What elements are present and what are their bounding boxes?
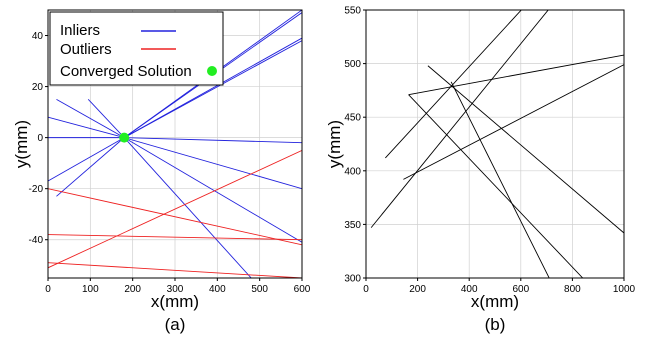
y-tick-label-b: 300: [344, 274, 361, 285]
y-tick-label-a: -40: [29, 235, 44, 246]
caption-b: (b): [485, 315, 506, 334]
x-tick-label-b: 1000: [613, 284, 636, 295]
panel-b: 0 200 400 600 800 1000 300 350 400 450 500 550 x(mm…: [325, 6, 636, 335]
data-line-outliers-a: [48, 188, 302, 246]
data-line-outliers-a: [48, 234, 302, 241]
x-tick-label-a: 200: [124, 284, 141, 295]
x-axis-label-a: x(mm): [151, 292, 199, 311]
y-axis-label-a: y(mm): [12, 120, 31, 168]
y-tick-label-a: 40: [32, 31, 44, 42]
grid-b: [365, 9, 625, 279]
x-tick-label-b: 600: [512, 284, 529, 295]
y-tick-label-b: 500: [344, 59, 361, 70]
plot-frame-b: [365, 9, 625, 279]
data-line-inliers-a: [123, 40, 302, 139]
y-tick-label-a: 20: [32, 82, 44, 93]
data-line-inliers-a: [48, 137, 125, 182]
y-tick-label-b: 350: [344, 220, 361, 231]
data-line-line-b: [370, 10, 549, 228]
ticks-a: 0 100 200 300 400 500 600 -40 -20 0 20 40: [29, 31, 311, 295]
data-line-inliers-a: [56, 98, 125, 139]
data-line-line-b: [427, 65, 624, 234]
x-tick-label-a: 500: [251, 284, 268, 295]
data-line-inliers-a: [123, 137, 252, 278]
y-tick-label-a: -20: [29, 184, 44, 195]
x-tick-label-b: 0: [363, 284, 369, 295]
y-tick-label-b: 550: [344, 6, 361, 17]
data-line-inliers-a: [48, 116, 125, 139]
data-line-outliers-a: [48, 149, 302, 269]
y-axis-label-b: y(mm): [325, 120, 344, 168]
legend-label-outliers: Outliers: [60, 41, 112, 58]
x-tick-label-b: 800: [564, 284, 581, 295]
y-tick-label-b: 400: [344, 166, 361, 177]
data-line-line-b: [385, 10, 522, 159]
data-line-inliers-a: [56, 137, 125, 197]
legend-label-converged-solution: Converged Solution: [60, 63, 192, 80]
caption-a: (a): [165, 315, 186, 334]
x-tick-label-a: 300: [167, 284, 184, 295]
data-line-line-b: [408, 94, 584, 278]
data-line-line-b: [408, 54, 624, 96]
legend-dot-converged-solution: [207, 66, 217, 76]
x-tick-label-a: 400: [209, 284, 226, 295]
ticks-b: 0 200 400 600 800 1000 300 350 400 450 500 550: [344, 6, 635, 296]
x-tick-label-a: 600: [294, 284, 311, 295]
legend-label-inliers: Inliers: [60, 22, 100, 39]
converged-solution-marker: [119, 132, 130, 143]
lines-b: [370, 10, 624, 278]
y-tick-label-a: 0: [37, 133, 43, 144]
x-axis-label-b: x(mm): [471, 292, 519, 311]
y-tick-label-b: 450: [344, 113, 361, 124]
data-line-inliers-a: [124, 137, 302, 144]
data-line-inliers-a: [87, 99, 125, 138]
panel-a: 0 100 200 300 400 500 600 -40 -20 0 20 40 Inliers O…: [12, 9, 311, 334]
x-tick-label-a: 100: [82, 284, 99, 295]
x-tick-label-a: 0: [45, 284, 51, 295]
data-line-line-b: [450, 81, 550, 278]
data-line-line-b: [403, 64, 624, 180]
x-tick-label-b: 200: [409, 284, 426, 295]
legend: Inliers Outliers Converged Solution: [49, 11, 224, 86]
x-tick-label-b: 400: [461, 284, 478, 295]
data-line-outliers-a: [48, 262, 302, 278]
legend-box: [49, 11, 224, 86]
data-line-inliers-a: [124, 137, 302, 190]
data-line-inliers-a: [123, 137, 302, 243]
